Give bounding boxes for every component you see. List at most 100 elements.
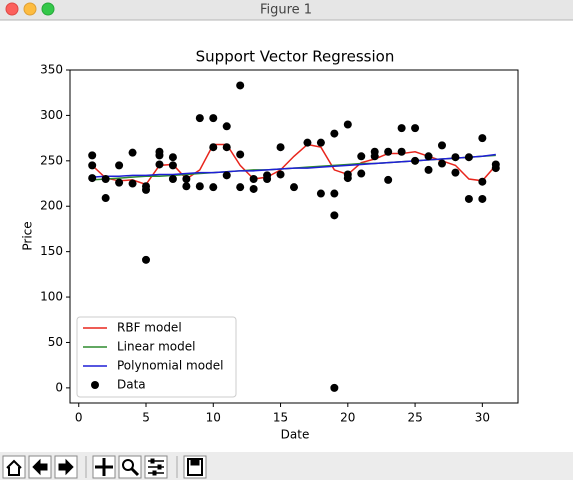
data-point [168,161,177,170]
data-point [168,153,177,162]
minimize-button[interactable] [23,2,37,16]
legend-label: Linear model [117,340,195,354]
data-point [276,170,285,179]
data-point [330,189,339,198]
zoom-button[interactable] [41,2,55,16]
legend-box [76,316,237,398]
data-point [195,114,204,123]
data-point [357,169,366,178]
data-point [397,147,406,156]
data-point [236,81,245,90]
window-title: Figure 1 [260,3,312,18]
data-point [88,161,97,170]
data-point [128,179,137,188]
close-button[interactable] [5,2,19,16]
data-point [249,184,258,193]
legend-marker [91,381,99,389]
data-point [88,151,97,160]
data-point [451,153,460,162]
y-tick-label: 300 [40,108,63,122]
data-point [411,156,420,165]
data-point [182,174,191,183]
data-point [155,160,164,169]
data-point [384,175,393,184]
data-point [424,165,433,174]
data-point [330,211,339,220]
data-point [182,182,191,191]
back-button[interactable] [28,455,52,479]
y-tick-label: 0 [55,380,63,394]
x-tick-label: 30 [475,411,490,425]
save-button[interactable] [183,455,207,479]
y-tick-label: 250 [40,153,63,167]
chart-title: Support Vector Regression [196,48,395,66]
x-tick-label: 15 [273,411,288,425]
model-line [91,143,497,186]
data-point [236,150,245,159]
data-point [209,143,218,152]
x-axis-label: Date [281,428,310,442]
data-point [384,147,393,156]
forward-button[interactable] [54,455,78,479]
x-tick-label: 25 [407,411,422,425]
legend-label: Data [117,378,146,392]
data-point [115,178,124,187]
data-point [464,194,473,203]
configure-button[interactable] [144,455,168,479]
data-point [424,152,433,161]
data-point [209,183,218,192]
data-point [316,189,325,198]
plot-frame [69,69,519,404]
legend-label: Polynomial model [117,359,223,373]
data-point [101,174,110,183]
data-point [236,183,245,192]
data-point [101,194,110,203]
zoom-rect-button[interactable] [118,455,142,479]
data-point [478,194,487,203]
data-point [437,159,446,168]
y-tick-label: 200 [40,199,63,213]
data-point [168,174,177,183]
data-point [115,161,124,170]
data-point [370,152,379,161]
y-tick-label: 350 [40,63,63,77]
data-point [128,148,137,157]
data-point [464,153,473,162]
data-point [411,124,420,133]
x-tick-label: 10 [206,411,221,425]
data-point [478,177,487,186]
x-tick-label: 20 [340,411,355,425]
pan-button[interactable] [92,455,116,479]
data-point [222,143,231,152]
y-axis-label: Price [21,221,35,250]
data-point [491,164,500,173]
data-point [478,134,487,143]
data-point [303,138,312,147]
legend-label: RBF model [117,321,182,335]
data-point [222,122,231,131]
data-point [222,171,231,180]
data-point [142,185,151,194]
data-point [357,152,366,161]
data-point [397,124,406,133]
data-point [316,138,325,147]
x-tick-label: 5 [142,411,150,425]
data-point [343,120,352,129]
data-point [290,183,298,192]
toolbar-icons [2,455,207,479]
data-point [330,383,339,392]
data-point [209,114,218,123]
y-tick-label: 100 [40,290,63,304]
data-point [249,174,258,183]
y-tick-label: 50 [48,335,63,349]
data-point [437,141,446,150]
x-tick-label: 0 [75,411,83,425]
data-point [330,129,339,138]
home-button[interactable] [2,455,26,479]
data-point [343,174,352,183]
data-point [263,174,272,183]
title-bar [0,0,573,20]
data-point [195,182,204,191]
data-point [155,151,164,160]
data-point [142,255,151,264]
